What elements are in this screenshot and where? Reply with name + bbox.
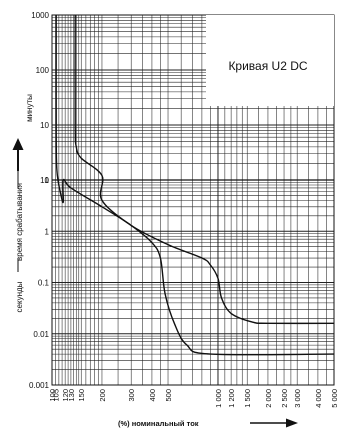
x-tick-label: 120: [61, 389, 70, 402]
x-tick-label: 150: [77, 389, 86, 402]
chart-title: Кривая U2 DC: [228, 59, 307, 73]
x-tick-label: 200: [98, 389, 107, 402]
trip-curve-lower-bound: [55, 14, 335, 356]
plot-frame: [51, 14, 335, 386]
y-tick-label-minutes: 1: [45, 176, 50, 185]
y-axis-label-minutes: минуты: [25, 94, 34, 122]
x-tick-label: 2 000: [264, 389, 273, 408]
y-tick-label-seconds: 10: [40, 176, 49, 185]
y-tick-label-seconds: 0.01: [33, 330, 49, 339]
y-tick-label-seconds: 1: [45, 227, 50, 236]
y-tick-label-minutes: 100: [36, 66, 50, 75]
x-tick-label: 500: [164, 389, 173, 402]
x-tick-label: 4 000: [314, 389, 323, 408]
x-tick-label: 2 500: [280, 389, 289, 408]
x-tick-label: 100: [48, 389, 57, 402]
x-tick-label: 400: [148, 389, 157, 402]
x-tick-label: 1 200: [227, 389, 236, 408]
y-tick-label-seconds: 0.001: [29, 381, 50, 390]
y-tick-label-seconds: 0.1: [38, 279, 50, 288]
x-axis-label: (%) номинальный ток: [118, 419, 199, 428]
x-tick-label: 130: [67, 389, 76, 402]
y-tick-label-minutes: 10: [40, 121, 49, 130]
x-tick-label: 5 000: [330, 389, 337, 408]
chart-title-box: [206, 15, 334, 106]
y-tick-label-minutes: 1000: [31, 11, 49, 20]
x-tick-label: 300: [127, 389, 136, 402]
x-tick-label: 105: [52, 389, 61, 402]
x-tick-label: 1 000: [214, 389, 223, 408]
right-arrow-icon: [250, 418, 298, 428]
trip-curve-upper-bound: [74, 14, 335, 325]
up-arrow-icon: [12, 138, 24, 171]
curve-layer: [55, 14, 335, 356]
x-tick-label: 1 500: [243, 389, 252, 408]
x-tick-label: 3 000: [293, 389, 302, 408]
y-axis-title: время срабатывания: [15, 183, 24, 261]
y-axis-label-seconds: секунды: [15, 281, 24, 312]
